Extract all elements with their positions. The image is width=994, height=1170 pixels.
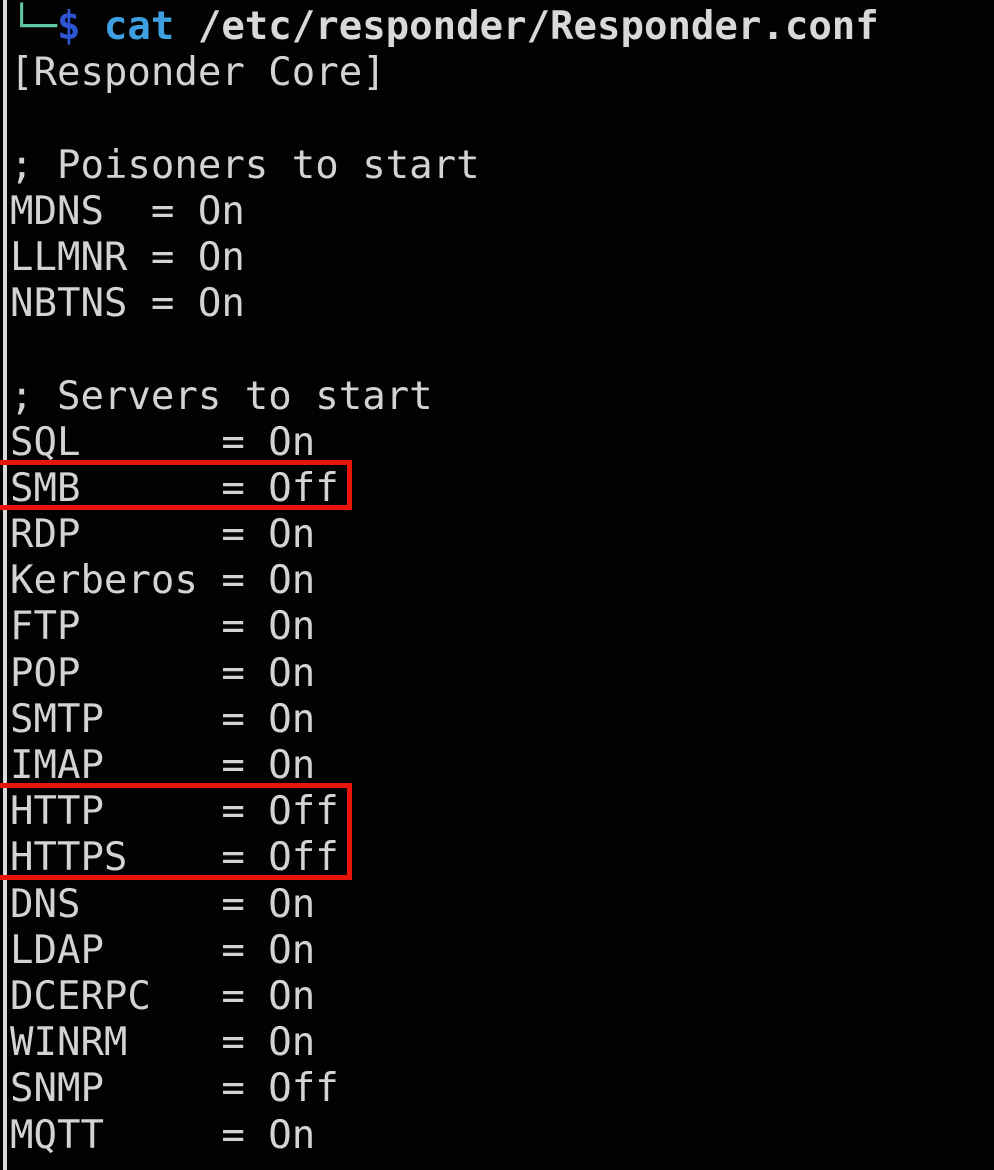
- config-line: WINRM = On: [10, 1020, 316, 1066]
- config-line: SMB = Off: [10, 465, 339, 511]
- config-line: HTTP = Off: [10, 789, 339, 835]
- config-line: LLMNR = On: [10, 234, 245, 280]
- blank-line: [10, 327, 994, 373]
- config-line: Kerberos = On: [10, 558, 316, 604]
- config-line: DCERPC = On: [10, 973, 316, 1019]
- servers-comment: ; Servers to start: [10, 373, 433, 419]
- prompt-line: └─$ cat/etc/responder/Responder.conf: [10, 4, 994, 50]
- blank-line: [10, 96, 994, 142]
- config-line: POP = On: [10, 650, 316, 696]
- prompt-dollar-sign: $: [56, 4, 81, 49]
- config-line: LDAP = On: [10, 927, 316, 973]
- config-line: SQL = On: [10, 419, 316, 465]
- config-section-header: [Responder Core]: [10, 50, 386, 96]
- config-line: NBTNS = On: [10, 281, 245, 327]
- config-line: SMTP = On: [10, 696, 316, 742]
- command-argument: /etc/responder/Responder.conf: [197, 4, 879, 49]
- config-line: FTP = On: [10, 604, 316, 650]
- config-line: HTTPS = Off: [10, 835, 339, 881]
- config-line: SNMP = Off: [10, 1066, 339, 1112]
- command-text: cat: [103, 4, 175, 49]
- terminal-lines: └─$ cat/etc/responder/Responder.conf [Res…: [10, 4, 994, 1159]
- window-left-edge: [3, 0, 7, 1170]
- poisoners-comment: ; Poisoners to start: [10, 142, 480, 188]
- config-line: MDNS = On: [10, 188, 245, 234]
- config-line: RDP = On: [10, 512, 316, 558]
- prompt-corner-icon: └─: [10, 4, 57, 49]
- config-line: IMAP = On: [10, 743, 316, 788]
- config-line: DNS = On: [10, 881, 316, 927]
- config-line: MQTT = On: [10, 1112, 316, 1158]
